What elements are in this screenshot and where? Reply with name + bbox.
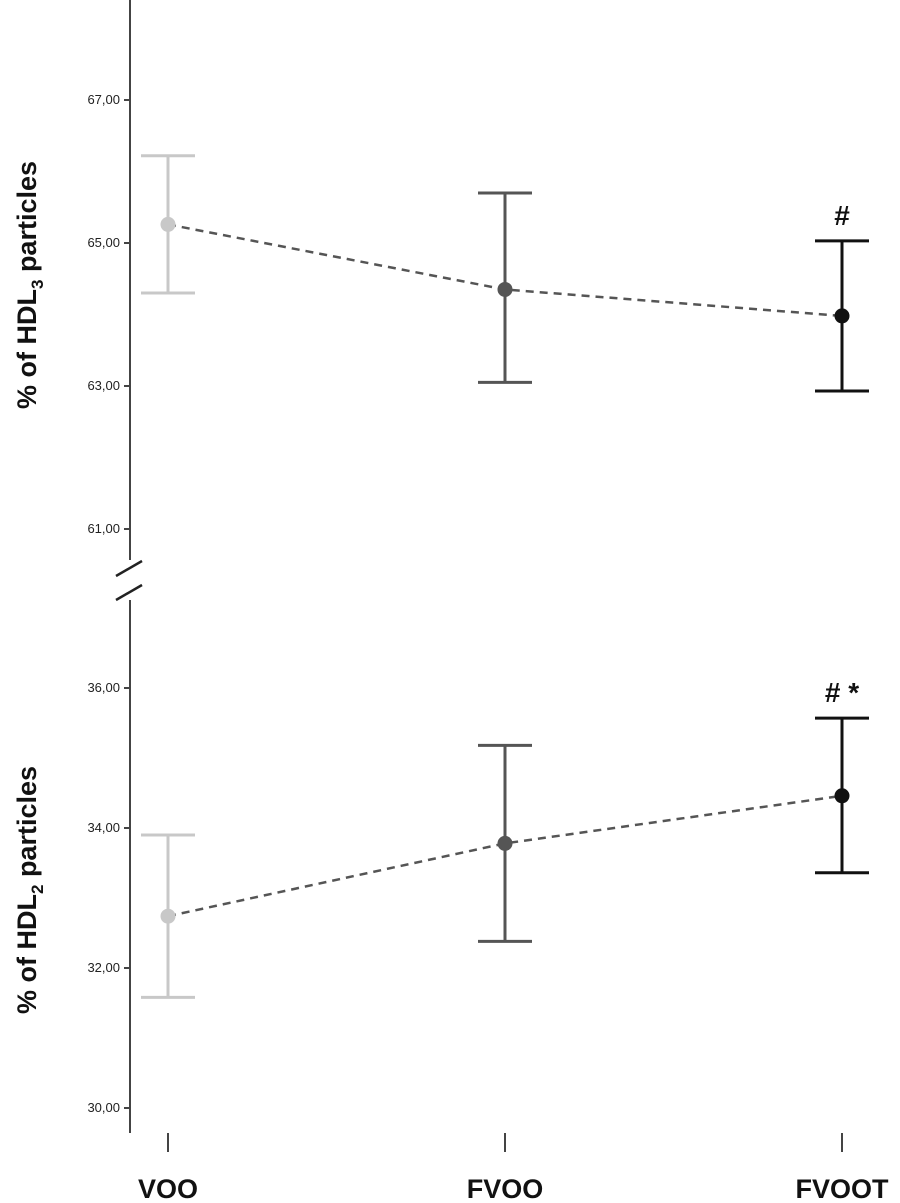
mean-connector-line xyxy=(167,794,843,918)
mean-point xyxy=(160,908,176,924)
axis-break-mark xyxy=(115,559,143,578)
panel-top: 61,00 63,00 65,00 67,00 % of HDL3 particles # xyxy=(12,0,869,560)
y-tick-label: 34,00 xyxy=(87,820,120,835)
error-bar-fvoot xyxy=(815,716,869,875)
error-bar-voo xyxy=(141,833,195,999)
x-category-label: FVOO xyxy=(467,1174,544,1203)
axis-break xyxy=(115,559,143,602)
y-axis-label-main: % of HDL xyxy=(12,894,42,1014)
mean-point xyxy=(834,308,850,324)
y-axis-label: % of HDL2 particles xyxy=(12,766,47,1014)
error-bar-fvoot xyxy=(815,239,869,393)
y-tick-label: 63,00 xyxy=(87,378,120,393)
error-bar-fvoo xyxy=(478,743,532,943)
y-axis-label-tail: particles xyxy=(12,766,42,885)
y-tick-label: 65,00 xyxy=(87,235,120,250)
y-tick-label: 30,00 xyxy=(87,1100,120,1115)
mean-point xyxy=(497,281,513,297)
mean-point xyxy=(497,835,513,851)
y-axis-label-tail: particles xyxy=(12,161,42,280)
x-category-label: VOO xyxy=(138,1174,198,1203)
mean-point xyxy=(160,216,176,232)
axis-break-mark xyxy=(115,583,143,602)
mean-point xyxy=(834,788,850,804)
y-tick-label: 36,00 xyxy=(87,680,120,695)
y-tick-label: 61,00 xyxy=(87,521,120,536)
error-bar-fvoo xyxy=(478,191,532,384)
significance-annotation: # xyxy=(834,200,850,231)
y-axis-label: % of HDL3 particles xyxy=(12,161,47,409)
y-axis-label-main: % of HDL xyxy=(12,289,42,409)
y-axis-label-subscript: 3 xyxy=(28,280,47,289)
x-category-label: FVOOT xyxy=(796,1174,890,1203)
panel-bottom: 30,00 32,00 34,00 36,00 % of HDL2 particles #… xyxy=(12,600,869,1133)
y-tick-label: 67,00 xyxy=(87,92,120,107)
y-axis-label-subscript: 2 xyxy=(28,885,47,894)
significance-annotation: # * xyxy=(825,677,859,708)
error-bar-voo xyxy=(141,154,195,295)
y-tick-label: 32,00 xyxy=(87,960,120,975)
